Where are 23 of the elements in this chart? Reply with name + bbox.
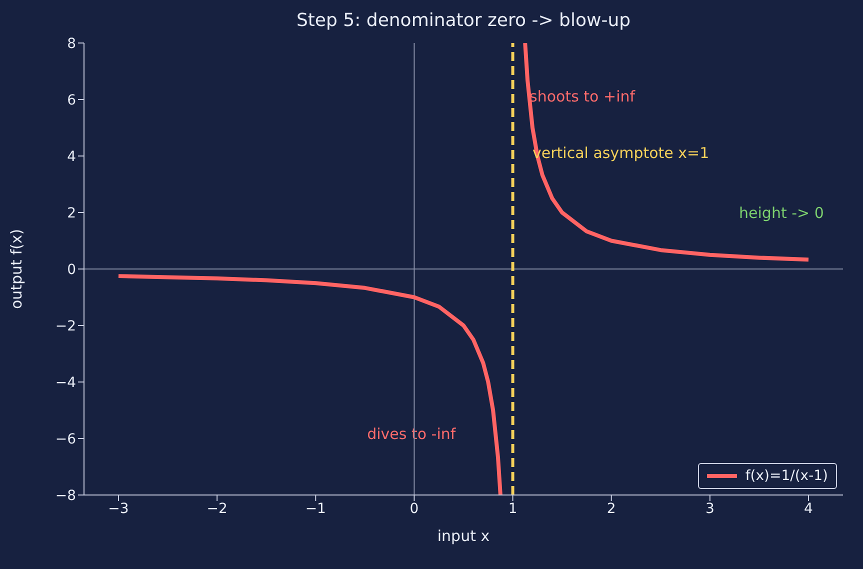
y-tick-label: 8	[67, 36, 76, 52]
annotation: height -> 0	[739, 204, 824, 222]
annotation: dives to -inf	[367, 424, 456, 443]
x-axis-title: input x	[437, 527, 490, 545]
y-tick-label: 4	[67, 148, 76, 165]
y-tick-label: −6	[55, 431, 76, 448]
legend-label: f(x)=1/(x-1)	[745, 468, 828, 484]
y-tick-label: −4	[55, 374, 76, 391]
y-tick-label: 6	[67, 92, 76, 108]
y-axis-title: output f(x)	[7, 228, 26, 310]
y-tick-label: −2	[55, 318, 76, 334]
x-tick-label: −2	[206, 500, 228, 517]
x-tick-label: 3	[705, 500, 714, 517]
y-tick-label: 2	[67, 205, 76, 222]
x-tick-label: −3	[108, 500, 129, 517]
y-tick-label: −8	[55, 488, 76, 504]
x-tick-label: 0	[410, 500, 419, 517]
y-tick-label: 0	[67, 262, 76, 278]
x-tick-label: −1	[305, 500, 326, 517]
x-tick-label: 2	[606, 500, 616, 517]
chart-title: Step 5: denominator zero -> blow-up	[295, 10, 632, 31]
x-tick-label: 1	[508, 500, 518, 517]
x-tick-label: 4	[804, 500, 814, 517]
